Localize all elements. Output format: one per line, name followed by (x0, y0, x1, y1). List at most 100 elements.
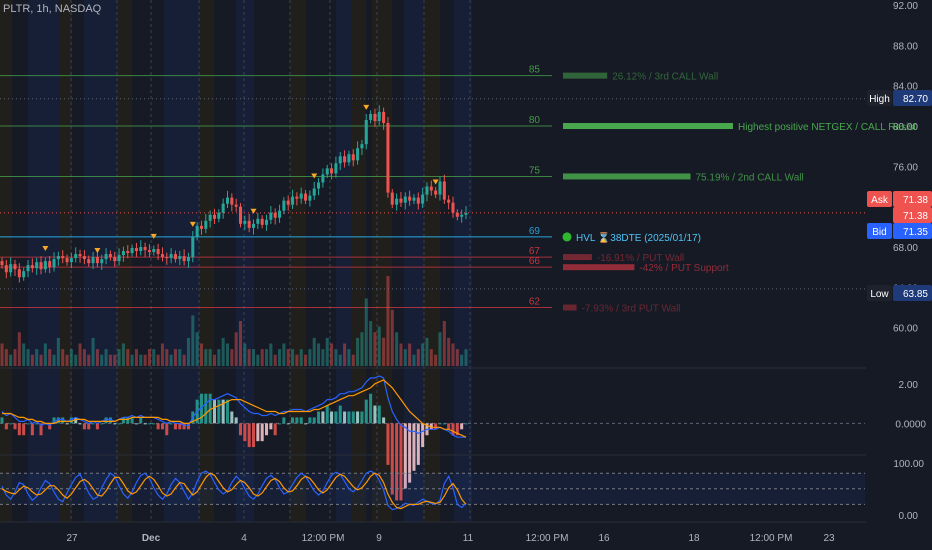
candle-body (61, 256, 65, 259)
macd-histogram-bar (304, 423, 308, 425)
volume-bar (304, 354, 308, 366)
macd-histogram-bar (412, 423, 416, 471)
level-strike-label: 67 (529, 246, 541, 257)
volume-bar (52, 354, 56, 366)
candle-body (52, 259, 56, 268)
volume-bar (225, 343, 230, 366)
candle-body (82, 256, 86, 260)
volume-bar (455, 349, 459, 366)
candle-body (147, 250, 151, 253)
macd-histogram-bar (408, 423, 412, 483)
macd-histogram-bar (260, 423, 264, 442)
macd-histogram-bar (234, 417, 238, 424)
candle-body (186, 257, 190, 262)
volume-bar (204, 349, 208, 366)
macd-histogram-bar (291, 417, 295, 424)
volume-bar (152, 349, 156, 366)
macd-histogram-bar (134, 423, 138, 425)
macd-histogram-bar (13, 423, 17, 430)
macd-signal-line (2, 379, 467, 438)
last-badge-value-bg (893, 207, 932, 223)
bid-badge-label-bg (867, 223, 892, 239)
candle-body (429, 186, 433, 191)
level-strike-label: 80 (529, 115, 541, 126)
macd-histogram-bar (369, 393, 373, 424)
macd-histogram-bar (208, 393, 212, 424)
volume-bar (87, 354, 91, 366)
candle-body (291, 196, 295, 205)
candle-body (317, 182, 321, 189)
macd-histogram-bar (156, 423, 160, 430)
candle-body (395, 198, 399, 205)
high-badge-label: High (869, 94, 890, 105)
candle-body (69, 258, 73, 263)
ask-badge-label-bg (867, 191, 892, 207)
candle-body (347, 154, 351, 163)
volume-bar (13, 349, 17, 366)
volume-bar (282, 343, 286, 366)
macd-histogram-bar (165, 423, 169, 436)
candle-body (434, 190, 438, 195)
session-stripe (404, 0, 424, 522)
candle-body (243, 220, 247, 224)
macd-histogram-bar (143, 423, 147, 425)
macd-histogram-bar (351, 411, 355, 424)
volume-bar (451, 343, 455, 366)
candle-body (117, 255, 121, 262)
macd-histogram-bar (212, 399, 217, 424)
candle-body (447, 199, 451, 203)
candle-body (108, 254, 112, 258)
x-tick-label: 9 (376, 533, 382, 544)
session-stripe (454, 0, 472, 522)
level-strike-label: 69 (529, 226, 541, 237)
level-strike-label: 75 (529, 165, 541, 176)
volume-bar (139, 354, 143, 366)
stoch-tick-label: 0.00 (899, 511, 919, 522)
volume-bar (330, 343, 334, 366)
signal-marker (250, 208, 257, 214)
macd-histogram-bar (221, 399, 225, 424)
macd-histogram-bar (121, 417, 125, 424)
y-tick-label: 76.00 (893, 162, 918, 173)
x-tick-label: 27 (66, 533, 78, 544)
signal-marker (363, 104, 370, 110)
low-badge-label: Low (870, 289, 889, 300)
candle-body (304, 193, 308, 201)
volume-bar (278, 349, 282, 366)
macd-histogram-bar (356, 411, 360, 424)
bid-badge-value: 71.35 (903, 227, 928, 238)
volume-bar (212, 354, 217, 366)
candle-body (260, 218, 264, 225)
macd-histogram-bar (247, 423, 251, 448)
macd-histogram-bar (173, 423, 177, 430)
candle-body (43, 261, 47, 270)
candle-body (308, 195, 312, 201)
candle-body (65, 258, 69, 263)
session-stripe (200, 0, 214, 522)
candle-body (91, 257, 95, 264)
candle-body (460, 214, 464, 217)
candle-body (113, 257, 117, 262)
candle-body (126, 251, 130, 254)
macd-histogram-bar (338, 405, 342, 424)
volume-bar (69, 349, 73, 366)
macd-histogram-bar (91, 423, 95, 425)
volume-bar (338, 354, 342, 366)
candle-body (178, 256, 182, 260)
volume-bar (91, 337, 95, 366)
candle-body (39, 262, 43, 270)
candle-body (334, 163, 338, 174)
volume-bar (173, 349, 177, 366)
volume-bar (429, 349, 433, 366)
candle-body (377, 111, 381, 121)
x-tick-label: 12:00 PM (750, 533, 793, 544)
macd-histogram-bar (39, 423, 43, 436)
macd-histogram-bar (273, 423, 277, 436)
y-tick-label: 80.00 (893, 122, 918, 133)
volume-bar (265, 349, 269, 366)
volume-bar (356, 337, 360, 366)
volume-bar (147, 349, 151, 366)
session-stripe (236, 0, 254, 522)
candle-body (265, 219, 269, 225)
